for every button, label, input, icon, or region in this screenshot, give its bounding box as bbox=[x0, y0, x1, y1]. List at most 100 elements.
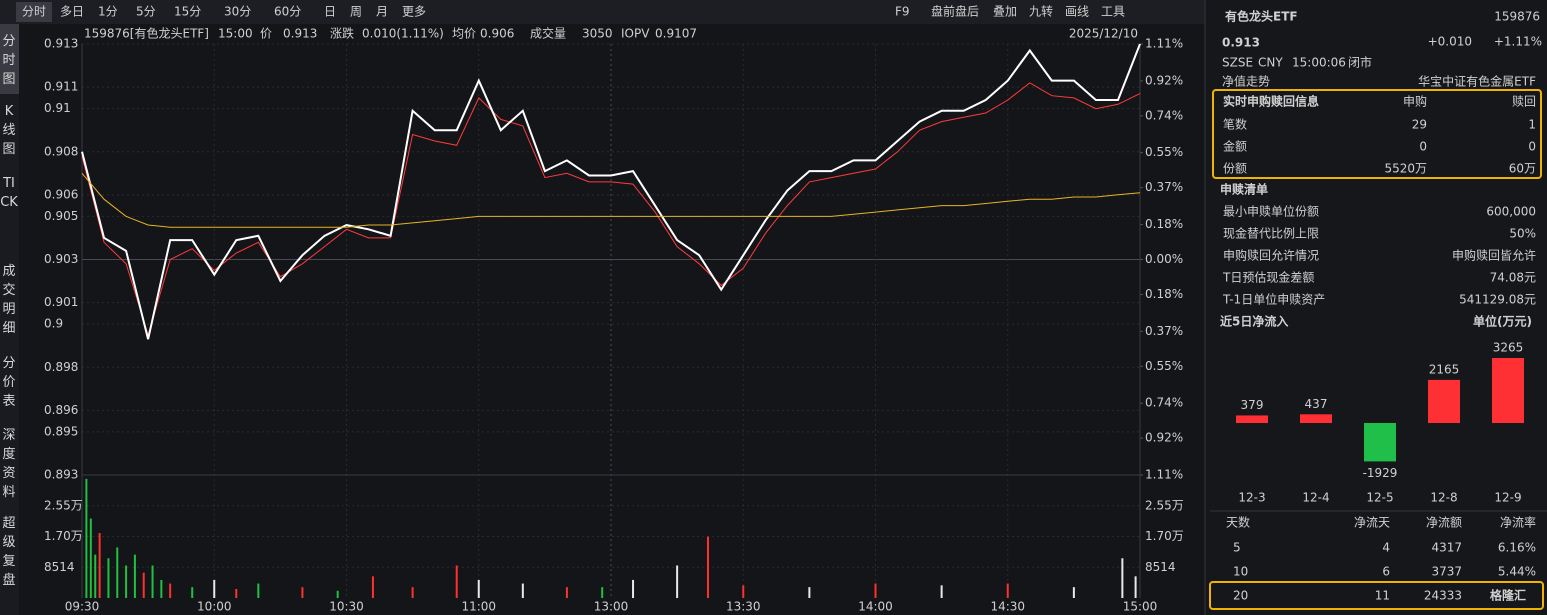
tool[interactable]: F9 bbox=[895, 5, 910, 19]
bar bbox=[1428, 379, 1460, 423]
label: 天数 bbox=[1226, 515, 1250, 530]
tab[interactable]: 30分 bbox=[224, 5, 251, 19]
label: 0.906 bbox=[480, 27, 514, 41]
tab[interactable]: 月 bbox=[376, 5, 388, 19]
y-tick-label: 0.91 bbox=[44, 101, 71, 115]
label: IOPV bbox=[621, 27, 650, 41]
volume-bar bbox=[1121, 558, 1124, 598]
label: CNY bbox=[1258, 56, 1283, 70]
line-series bbox=[81, 172, 1141, 228]
label: 6.16% bbox=[1498, 541, 1536, 555]
bar bbox=[1492, 358, 1524, 423]
value-label: 2165 bbox=[1429, 362, 1460, 376]
y-tick-label: 2.55万 bbox=[44, 498, 83, 512]
volume-bar bbox=[1072, 587, 1075, 598]
tab[interactable]: 更多 bbox=[402, 5, 426, 19]
y2-tick-label: 0.00% bbox=[1145, 252, 1183, 266]
tool[interactable]: 画线 bbox=[1065, 5, 1089, 19]
label: 159876[有色龙头ETF] bbox=[84, 27, 209, 41]
y-tick-label: 0.898 bbox=[44, 360, 78, 374]
side-tab[interactable]: 超级复盘 bbox=[2, 516, 16, 588]
label: 0.913 bbox=[283, 27, 317, 41]
label: 金额 bbox=[1223, 139, 1247, 154]
tab[interactable]: 15分 bbox=[174, 5, 201, 19]
volume-bar bbox=[676, 565, 679, 598]
bar bbox=[1364, 423, 1396, 462]
label: 申购赎回皆允许 bbox=[1452, 248, 1536, 263]
label: 29 bbox=[1412, 118, 1427, 132]
x-tick-label: 12-8 bbox=[1430, 491, 1457, 505]
x-tick-label: 10:00 bbox=[197, 600, 232, 614]
volume-bar bbox=[808, 587, 811, 598]
side-tab[interactable]: 分价表 bbox=[2, 356, 16, 409]
side-tab[interactable]: 成交明细 bbox=[2, 264, 16, 336]
tool[interactable]: 叠加 bbox=[993, 5, 1017, 19]
label: 最小申赎单位份额 bbox=[1223, 204, 1319, 219]
volume-bar bbox=[455, 565, 458, 598]
y2-tick-label: 0.74% bbox=[1145, 108, 1183, 122]
tool[interactable]: 工具 bbox=[1101, 5, 1125, 19]
tool[interactable]: 盘前盘后 bbox=[931, 4, 979, 19]
label: 159876 bbox=[1494, 10, 1540, 24]
y2-tick-label: 2.55万 bbox=[1145, 498, 1184, 512]
side-tab[interactable]: TICK bbox=[0, 176, 18, 210]
tab[interactable]: 多日 bbox=[60, 5, 84, 19]
y-tick-label: 0.911 bbox=[44, 80, 78, 94]
label: 4 bbox=[1382, 541, 1390, 555]
label: 笔数 bbox=[1223, 117, 1247, 132]
x-tick-label: 11:00 bbox=[461, 600, 496, 614]
label: 4317 bbox=[1431, 541, 1462, 555]
watermark: 格隆汇 bbox=[1490, 588, 1526, 603]
label: 实时申购赎回信息 bbox=[1223, 94, 1319, 109]
label: 10 bbox=[1233, 565, 1248, 579]
volume-bar bbox=[142, 572, 145, 598]
y-tick-label: 0.901 bbox=[44, 295, 78, 309]
label: 15:00:06 bbox=[1292, 56, 1346, 70]
highlight-box bbox=[1209, 581, 1544, 610]
line-series bbox=[81, 82, 1141, 337]
side-tab[interactable]: 深度资料 bbox=[2, 428, 16, 500]
y-tick-label: 0.905 bbox=[44, 209, 78, 223]
label: 0.010(1.11%) bbox=[362, 27, 444, 41]
label: 份额 bbox=[1223, 162, 1247, 176]
y2-tick-label: 0.37% bbox=[1145, 324, 1183, 338]
volume-bar bbox=[257, 583, 260, 598]
label: 涨跌 bbox=[330, 26, 354, 41]
label: 60万 bbox=[1509, 162, 1536, 176]
volume-bar bbox=[601, 587, 604, 598]
y2-tick-label: 1.70万 bbox=[1145, 529, 1184, 543]
label: 5 bbox=[1233, 541, 1241, 555]
bar bbox=[1236, 415, 1268, 423]
volume-bar bbox=[169, 583, 172, 598]
label: +0.010 bbox=[1428, 35, 1472, 49]
y-tick-label: 0.895 bbox=[44, 424, 78, 438]
label: 净流天 bbox=[1354, 516, 1390, 530]
tab[interactable]: 1分 bbox=[98, 5, 118, 19]
y2-tick-label: 0.74% bbox=[1145, 396, 1183, 410]
label: 均价 bbox=[452, 27, 476, 41]
value-label: -1929 bbox=[1363, 466, 1398, 480]
label: 净流额 bbox=[1426, 516, 1462, 530]
side-tab[interactable]: K线图 bbox=[2, 104, 16, 157]
label: 11 bbox=[1375, 589, 1390, 603]
x-tick-label: 10:30 bbox=[329, 600, 364, 614]
label: 申购 bbox=[1403, 94, 1427, 109]
tab[interactable]: 5分 bbox=[136, 5, 156, 19]
volume-bar bbox=[742, 585, 745, 598]
tab[interactable]: 分时 bbox=[22, 5, 46, 19]
volume-bar bbox=[191, 587, 194, 598]
label: 赎回 bbox=[1512, 95, 1536, 109]
line-series bbox=[81, 43, 1141, 340]
side-tab[interactable]: 分时图 bbox=[2, 34, 16, 87]
label: 0.913 bbox=[1222, 36, 1260, 50]
tab[interactable]: 周 bbox=[350, 5, 362, 19]
y-tick-label: 0.9 bbox=[44, 317, 63, 331]
label: 541129.08元 bbox=[1459, 293, 1536, 307]
tab[interactable]: 日 bbox=[324, 5, 336, 19]
tab[interactable]: 60分 bbox=[274, 5, 301, 19]
label: T日预估现金差额 bbox=[1222, 270, 1314, 285]
label: SZSE bbox=[1222, 56, 1253, 70]
label: 3737 bbox=[1431, 565, 1462, 579]
tool[interactable]: 九转 bbox=[1029, 4, 1053, 19]
